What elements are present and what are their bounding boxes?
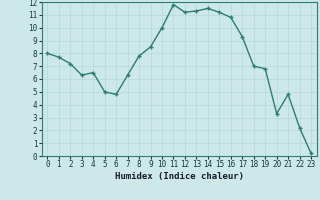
X-axis label: Humidex (Indice chaleur): Humidex (Indice chaleur) bbox=[115, 172, 244, 181]
